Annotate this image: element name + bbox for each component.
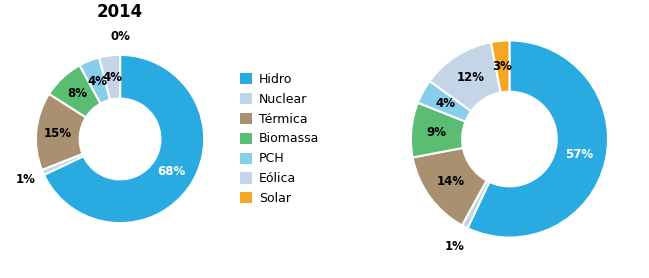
Wedge shape — [49, 65, 101, 117]
Text: 4%: 4% — [103, 71, 122, 84]
Wedge shape — [462, 180, 489, 228]
Wedge shape — [430, 42, 500, 111]
Text: 57%: 57% — [565, 148, 593, 161]
Wedge shape — [491, 40, 509, 93]
Wedge shape — [80, 58, 110, 104]
Text: 9%: 9% — [427, 126, 447, 139]
Wedge shape — [99, 55, 120, 100]
Text: 15%: 15% — [44, 127, 72, 140]
Wedge shape — [413, 148, 487, 225]
Text: 0%: 0% — [110, 30, 130, 43]
Text: 8%: 8% — [67, 87, 88, 100]
Wedge shape — [411, 103, 465, 157]
Text: 12%: 12% — [456, 71, 484, 84]
Text: 14%: 14% — [436, 175, 465, 188]
Wedge shape — [467, 40, 608, 238]
Text: 68%: 68% — [157, 165, 186, 178]
Wedge shape — [36, 94, 86, 170]
Text: 3%: 3% — [493, 60, 513, 73]
Text: 1%: 1% — [16, 173, 36, 186]
Text: 4%: 4% — [435, 97, 456, 110]
Text: 1%: 1% — [445, 240, 465, 253]
Title: 2014: 2014 — [97, 3, 143, 21]
Title: 2024: 2024 — [486, 0, 533, 2]
Wedge shape — [42, 154, 84, 175]
Legend: Hidro, Nuclear, Térmica, Biomassa, PCH, Eólica, Solar: Hidro, Nuclear, Térmica, Biomassa, PCH, … — [240, 73, 319, 205]
Text: 4%: 4% — [87, 75, 107, 88]
Wedge shape — [44, 55, 204, 223]
Wedge shape — [418, 81, 471, 121]
